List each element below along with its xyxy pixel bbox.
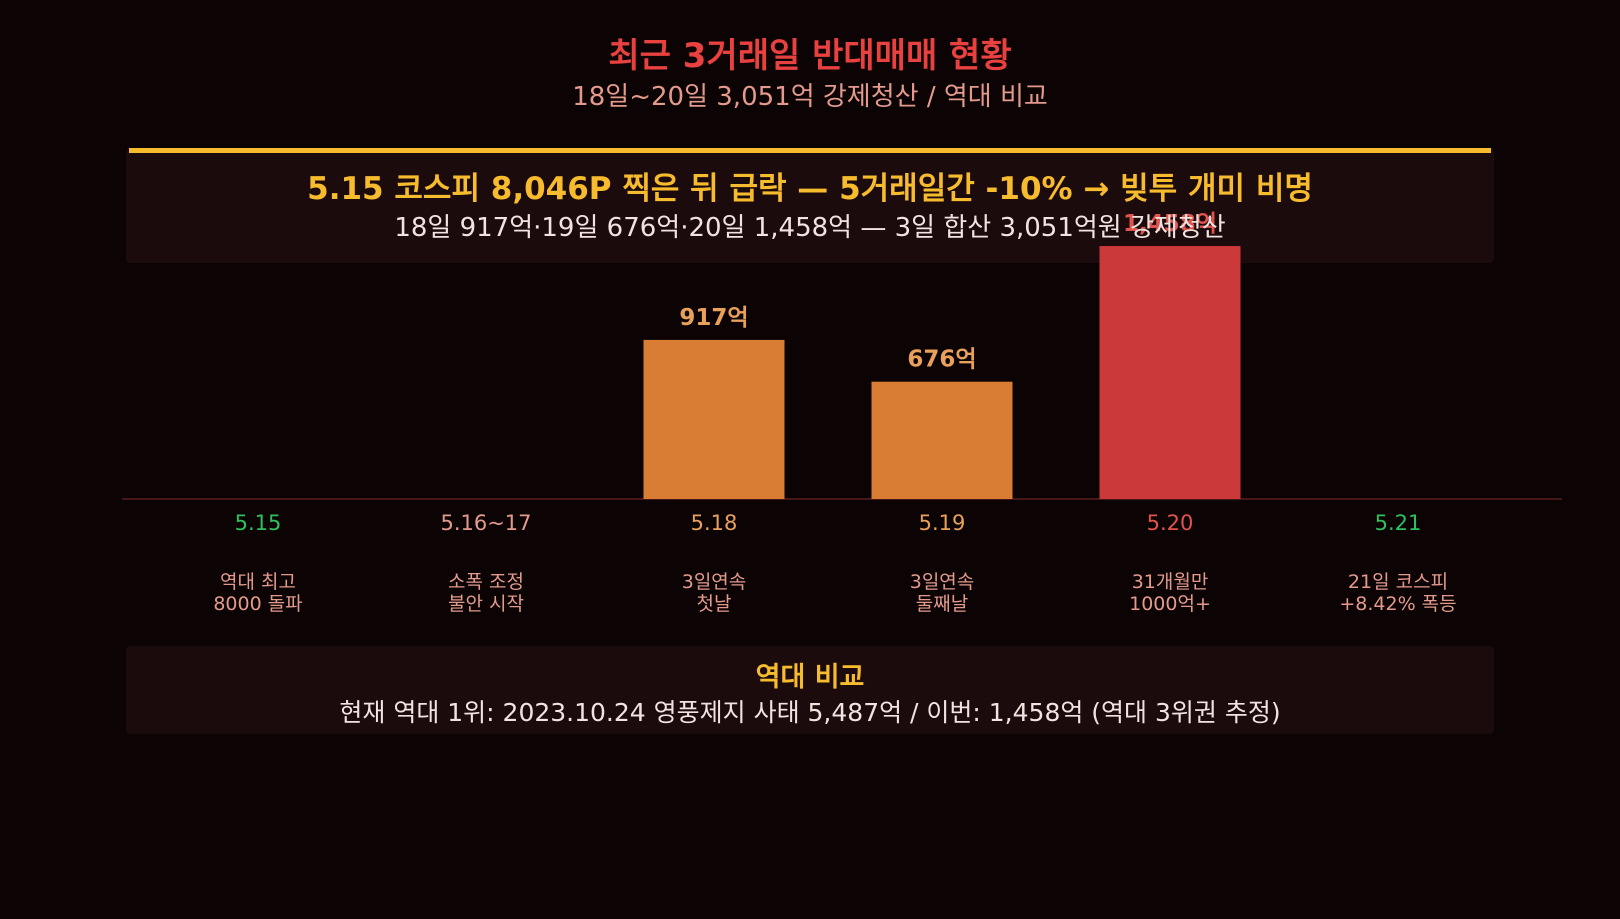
annotation-5-0: 21일 코스피 — [1348, 571, 1448, 593]
bar-value-label-4: 1,458억 — [1123, 211, 1217, 237]
headline-accent-bar — [129, 148, 1491, 153]
annotation-4-0: 31개월만 — [1132, 571, 1209, 593]
annotation-1-1: 불안 시작 — [448, 593, 524, 615]
x-tick-label-1: 5.16~17 — [440, 511, 531, 535]
comparison-title: 역대 비교 — [755, 662, 865, 693]
bar-3 — [871, 381, 1013, 499]
bar-value-label-3: 676억 — [907, 347, 976, 373]
chart-subtitle: 18일~20일 3,051억 강제청산 / 역대 비교 — [572, 82, 1048, 112]
x-tick-label-5: 5.21 — [1375, 511, 1422, 535]
annotation-4-1: 1000억+ — [1129, 593, 1211, 615]
annotation-2-1: 첫날 — [697, 593, 732, 615]
comparison-panel — [126, 646, 1494, 734]
x-tick-label-2: 5.18 — [691, 511, 738, 535]
bar-value-label-2: 917억 — [679, 305, 748, 331]
headline-sub-text: 18일 917억·19일 676억·20일 1,458억 — 3일 합산 3,0… — [394, 213, 1226, 243]
x-tick-label-4: 5.20 — [1147, 511, 1194, 535]
annotation-2-0: 3일연속 — [682, 571, 747, 593]
bar-4 — [1099, 246, 1241, 499]
annotation-3-0: 3일연속 — [910, 571, 975, 593]
headline-panel — [126, 148, 1494, 263]
annotation-0-1: 8000 돌파 — [213, 593, 302, 615]
annotation-5-1: +8.42% 폭등 — [1339, 593, 1456, 615]
annotation-3-1: 둘째날 — [916, 593, 968, 615]
comparison-text: 현재 역대 1위: 2023.10.24 영풍제지 사태 5,487억 / 이번… — [339, 698, 1281, 727]
bar-2 — [643, 339, 785, 499]
annotation-0-0: 역대 최고 — [220, 571, 296, 593]
x-tick-label-0: 5.15 — [235, 511, 282, 535]
headline-main-text: 5.15 코스피 8,046P 찍은 뒤 급락 — 5거래일간 -10% → 빚… — [307, 171, 1313, 207]
annotation-1-0: 소폭 조정 — [448, 571, 524, 593]
x-tick-label-3: 5.19 — [919, 511, 966, 535]
chart-title: 최근 3거래일 반대매매 현황 — [608, 36, 1012, 76]
